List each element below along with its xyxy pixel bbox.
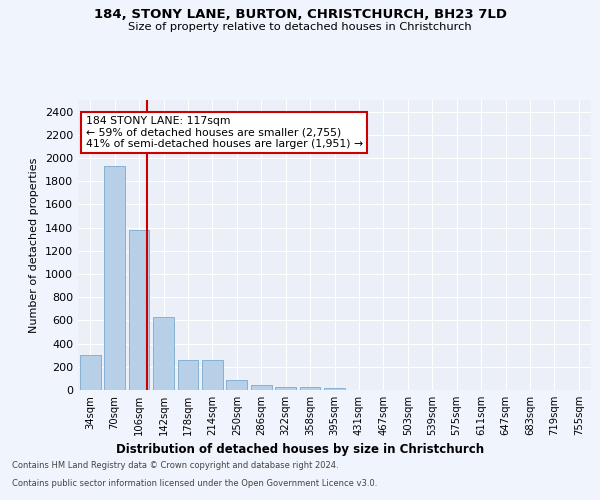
Bar (80, 354, 101, 390)
Text: Contains public sector information licensed under the Open Government Licence v3: Contains public sector information licen… (12, 478, 377, 488)
Bar (275, 387, 296, 390)
Text: Contains HM Land Registry data © Crown copyright and database right 2024.: Contains HM Land Registry data © Crown c… (12, 461, 338, 470)
Y-axis label: Number of detached properties: Number of detached properties (29, 158, 40, 332)
Bar (104, 166, 125, 390)
Bar (153, 317, 174, 390)
Bar (202, 360, 223, 390)
Bar (251, 385, 272, 390)
Bar (178, 360, 199, 390)
Bar (299, 387, 320, 390)
Text: Size of property relative to detached houses in Christchurch: Size of property relative to detached ho… (128, 22, 472, 32)
Bar (128, 230, 149, 390)
Text: 184, STONY LANE, BURTON, CHRISTCHURCH, BH23 7LD: 184, STONY LANE, BURTON, CHRISTCHURCH, B… (94, 8, 506, 20)
Bar (324, 388, 345, 390)
Text: 184 STONY LANE: 117sqm
← 59% of detached houses are smaller (2,755)
41% of semi-: 184 STONY LANE: 117sqm ← 59% of detached… (86, 116, 363, 149)
Text: Distribution of detached houses by size in Christchurch: Distribution of detached houses by size … (116, 442, 484, 456)
Bar (226, 380, 247, 390)
